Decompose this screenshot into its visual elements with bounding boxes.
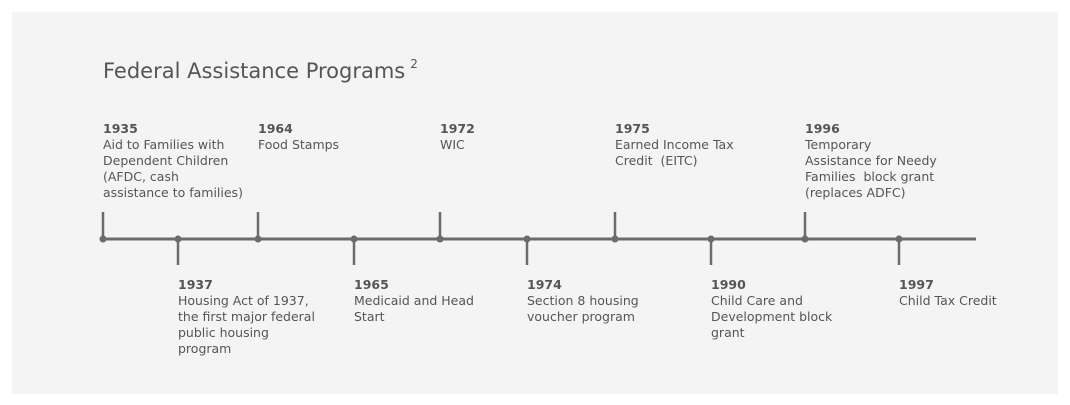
event-dot: [611, 235, 619, 243]
event-label: the first major federal: [178, 309, 315, 324]
event-year: 1937: [178, 277, 213, 292]
event-label: program: [178, 341, 231, 356]
event-dot: [707, 235, 715, 243]
event-label: public housing: [178, 325, 269, 340]
event-dot: [174, 235, 182, 243]
event-year: 1975: [615, 121, 650, 136]
event-label: (AFDC, cash: [103, 169, 179, 184]
event-label: Child Care and: [711, 293, 803, 308]
panel: [12, 12, 1058, 394]
event-label: (replaces ADFC): [805, 185, 906, 200]
event-year: 1974: [527, 277, 562, 292]
event-label: grant: [711, 325, 745, 340]
event-year: 1972: [440, 121, 475, 136]
event-year: 1990: [711, 277, 746, 292]
event-label: Child Tax Credit: [899, 293, 997, 308]
event-label: Start: [354, 309, 385, 324]
event-label: Aid to Families with: [103, 137, 224, 152]
event-dot: [801, 235, 809, 243]
event-year: 1964: [258, 121, 293, 136]
event-dot: [436, 235, 444, 243]
event-year: 1996: [805, 121, 840, 136]
event-dot: [523, 235, 531, 243]
event-label: Development block: [711, 309, 833, 324]
title-text: Federal Assistance Programs: [103, 59, 405, 83]
event-year: 1965: [354, 277, 389, 292]
event-year: 1997: [899, 277, 934, 292]
event-dot: [350, 235, 358, 243]
event-label: voucher program: [527, 309, 635, 324]
event-label: Section 8 housing: [527, 293, 639, 308]
event-dot: [99, 235, 107, 243]
event-dot: [895, 235, 903, 243]
event-label: Medicaid and Head: [354, 293, 474, 308]
event-label: WIC: [440, 137, 465, 152]
event-label: Food Stamps: [258, 137, 339, 152]
event-year: 1935: [103, 121, 138, 136]
event-label: Credit (EITC): [615, 153, 698, 168]
footnote-mark: 2: [410, 57, 418, 71]
event-label: Families block grant: [805, 169, 934, 184]
event-label: Temporary: [804, 137, 872, 152]
event-dot: [254, 235, 262, 243]
event-label: Dependent Children: [103, 153, 228, 168]
event-label: Assistance for Needy: [805, 153, 937, 168]
title: Federal Assistance Programs 2: [103, 57, 418, 83]
event-label: Earned Income Tax: [615, 137, 734, 152]
event-label: Housing Act of 1937,: [178, 293, 309, 308]
event-label: assistance to families): [103, 185, 243, 200]
